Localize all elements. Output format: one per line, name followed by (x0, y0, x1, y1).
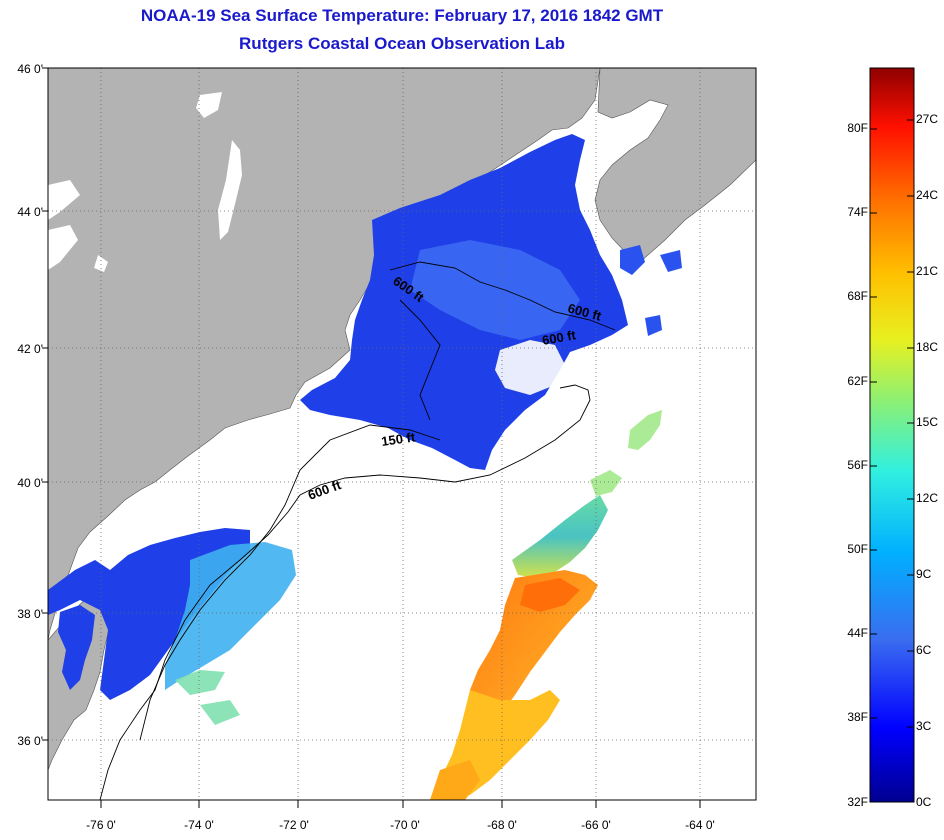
lat-label-40: 40 0' (17, 476, 43, 490)
colorbar-label-f: 32F (847, 795, 868, 809)
colorbar-label-c: 21C (916, 264, 939, 278)
lon-label-74: -74 0' (184, 818, 214, 832)
sst-scotian-shelf (645, 315, 662, 336)
sst-shelf-warmer (410, 240, 580, 340)
map-frame (47, 67, 757, 801)
inland-water (196, 92, 222, 118)
colorbar-label-f: 38F (847, 710, 868, 724)
colorbar-label-f: 68F (847, 289, 868, 303)
bathymetry-contours (99, 261, 616, 800)
colorbar (869, 67, 915, 803)
colorbar-label-f: 50F (847, 542, 868, 556)
sst-hot-spot (520, 578, 580, 612)
inland-water (94, 255, 108, 272)
lon-label-72: -72 0' (279, 818, 309, 832)
lat-label-36: 36 0' (17, 734, 43, 748)
land-mainland (48, 68, 601, 641)
colorbar-label-f: 62F (847, 374, 868, 388)
map-title: NOAA-19 Sea Surface Temperature: Februar… (140, 6, 664, 25)
lon-label-70: -70 0' (390, 818, 420, 832)
colorbar-label-c: 6C (916, 643, 932, 657)
lat-label-38: 38 0' (17, 607, 43, 621)
colorbar-label-c: 3C (916, 719, 932, 733)
colorbar-label-f: 44F (847, 626, 868, 640)
inland-water (218, 140, 242, 240)
inland-water (48, 225, 78, 270)
land-nova-scotia (594, 68, 756, 263)
map-area: 600 ft 600 ft 600 ft 150 ft 600 ft (48, 68, 756, 800)
lat-label-44: 44 0' (17, 205, 43, 219)
sst-gulf-stream-north (512, 495, 608, 578)
colorbar-ticks (870, 119, 914, 728)
colorbar-label-f: 56F (847, 458, 868, 472)
colorbar-label-c: 12C (916, 491, 939, 505)
colorbar-label-f: 80F (847, 121, 868, 135)
contour-label: 600 ft (541, 327, 578, 348)
lon-label-64: -64 0' (685, 818, 715, 832)
colorbar-label-c: 24C (916, 188, 939, 202)
sst-warm-tail-south (430, 760, 480, 800)
sst-scotian-shelf (660, 250, 682, 272)
colorbar-label-c: 15C (916, 415, 939, 429)
inland-water (48, 180, 80, 220)
sst-chesapeake-bay (58, 605, 95, 690)
lat-label-46: 46 0' (17, 62, 43, 76)
sst-slope-green (175, 670, 225, 695)
colorbar-label-f: 74F (847, 205, 868, 219)
axis-ticks (42, 67, 701, 808)
lon-label-68: -68 0' (487, 818, 517, 832)
colorbar-label-c: 27C (916, 112, 939, 126)
contour-label: 150 ft (380, 429, 416, 449)
sst-slope-green (200, 700, 240, 725)
sst-gulf-stream-green (590, 470, 622, 496)
colorbar-label-c: 0C (916, 795, 932, 809)
lat-label-42: 42 0' (17, 342, 43, 356)
contour-inner-gulf (399, 299, 441, 421)
colorbar-label-c: 9C (916, 567, 932, 581)
sst-scotian-shelf (620, 245, 645, 275)
lon-label-76: -76 0' (86, 818, 116, 832)
sst-mid-atlantic-slope (165, 542, 296, 690)
lon-label-66: -66 0' (581, 818, 611, 832)
contour-600ft-shelf-break (99, 384, 591, 800)
sst-georges-bank-clouds (495, 340, 565, 395)
sst-gulf-stream-green (628, 410, 662, 450)
contour-600ft-gulf-of-maine (389, 261, 616, 331)
colorbar-label-c: 18C (916, 340, 939, 354)
contour-150ft (139, 424, 441, 741)
map-subtitle: Rutgers Coastal Ocean Observation Lab (239, 34, 565, 53)
